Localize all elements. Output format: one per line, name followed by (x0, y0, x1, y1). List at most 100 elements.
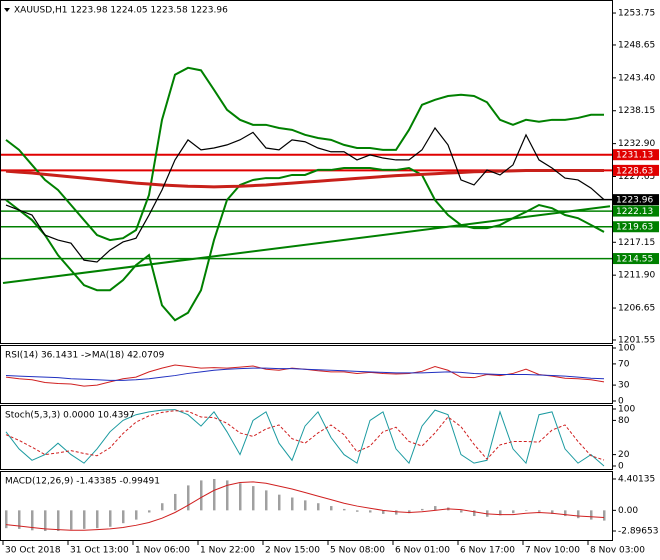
panel-frame (0, 0, 613, 344)
histogram-bar (187, 485, 190, 511)
x-tick-label: 31 Oct 13:00 (70, 546, 129, 556)
histogram-bar (317, 503, 320, 511)
histogram-bar (31, 510, 34, 531)
histogram-bar (265, 490, 268, 511)
x-tick-label: 1 Nov 22:00 (200, 546, 255, 556)
histogram-bar (83, 510, 86, 529)
level-label-box (613, 221, 659, 233)
series-line (5, 126, 605, 263)
x-tick-label: 6 Nov 01:00 (395, 546, 450, 556)
histogram-bar (512, 510, 515, 514)
y-tick-label: 1206.65 (618, 304, 655, 314)
histogram-bar (499, 510, 502, 516)
series-line (5, 410, 605, 461)
histogram-bar (343, 508, 346, 511)
series-line (5, 409, 605, 467)
level-label: 1223.96 (616, 196, 653, 206)
histogram-bar (148, 510, 151, 513)
x-tick-label: 8 Nov 03:00 (590, 546, 645, 556)
level-label: 1214.55 (616, 255, 653, 265)
y-tick-label: 0.00 (618, 506, 638, 516)
y-tick-label: 1253.75 (618, 9, 655, 19)
level-label: 1228.63 (616, 166, 653, 176)
histogram-bar (239, 483, 242, 511)
panel-title: Stoch(5,3,3) 0.0000 10.4397 (5, 411, 135, 421)
level-label: 1219.63 (616, 223, 653, 233)
x-tick-label: 30 Oct 2018 (5, 546, 61, 556)
series-line (5, 66, 604, 242)
x-tick-label: 1 Nov 06:00 (135, 546, 190, 556)
level-label-box (613, 205, 659, 217)
panel-title: RSI(14) 36.1431 ->MA(18) 42.0709 (5, 351, 165, 361)
trend-line (2, 205, 611, 284)
level-label-box (613, 253, 659, 265)
y-tick-label: 4.40135 (618, 474, 655, 484)
x-tick-label: 7 Nov 10:00 (525, 546, 580, 556)
y-tick-label: -2.89653 (618, 526, 658, 536)
histogram-bar (330, 506, 333, 511)
histogram-bar (278, 494, 281, 511)
histogram-bar (252, 486, 255, 511)
histogram-bar (57, 510, 60, 532)
level-label-box (613, 164, 659, 176)
histogram-bar (590, 510, 593, 520)
histogram-bar (603, 510, 606, 521)
y-tick-label: 1217.15 (618, 238, 655, 248)
x-tick-label: 2 Nov 15:00 (265, 546, 320, 556)
panel-title: MACD(12,26,9) -1.43385 -0.99491 (5, 477, 160, 487)
histogram-bar (538, 510, 541, 512)
y-tick-label: 1243.40 (618, 73, 655, 83)
histogram-bar (291, 497, 294, 511)
symbol-icon (4, 8, 10, 12)
panel-frame (0, 471, 613, 541)
y-tick-label: 100 (618, 405, 635, 415)
histogram-bar (5, 510, 8, 529)
histogram-bar (473, 510, 476, 517)
histogram-bar (421, 508, 424, 511)
panel-title: XAUUSD,H1 1223.98 1224.05 1223.58 1223.9… (14, 6, 228, 16)
histogram-bar (304, 500, 307, 511)
level-label: 1222.13 (616, 207, 653, 217)
histogram-bar (213, 478, 216, 511)
series-line (5, 481, 605, 531)
panel-frame (0, 345, 613, 404)
y-tick-label: 70 (618, 359, 630, 369)
level-label-box (613, 149, 659, 161)
histogram-bar (369, 510, 372, 513)
y-tick-label: 1238.15 (618, 106, 655, 116)
series-line (5, 367, 605, 381)
histogram-bar (408, 510, 411, 514)
histogram-bar (551, 510, 554, 514)
histogram-bar (122, 510, 125, 524)
y-tick-label: 1227.65 (618, 172, 655, 182)
histogram-bar (577, 510, 580, 519)
y-tick-label: 1248.65 (618, 40, 655, 50)
y-tick-label: 1211.90 (618, 271, 655, 281)
y-tick-label: 20 (618, 450, 630, 460)
histogram-bar (200, 480, 203, 511)
histogram-bar (174, 493, 177, 511)
y-tick-label: 100 (618, 344, 635, 354)
histogram-bar (44, 510, 47, 532)
histogram-bar (460, 510, 463, 513)
y-tick-label: 0 (618, 397, 624, 407)
histogram-bar (70, 510, 73, 530)
x-tick-label: 5 Nov 08:00 (330, 546, 385, 556)
y-tick-label: 1232.90 (618, 139, 655, 149)
histogram-bar (564, 510, 567, 517)
y-tick-label: 30 (618, 381, 630, 391)
level-label-box (613, 194, 659, 206)
series-line (5, 167, 605, 322)
histogram-bar (525, 510, 528, 511)
histogram-bar (18, 510, 21, 529)
histogram-bar (356, 510, 359, 512)
histogram-bar (226, 480, 229, 511)
y-tick-label: 80 (618, 416, 630, 426)
y-tick-label: 0 (618, 462, 624, 472)
histogram-bar (135, 510, 138, 520)
histogram-bar (382, 510, 385, 514)
histogram-bar (96, 510, 99, 529)
